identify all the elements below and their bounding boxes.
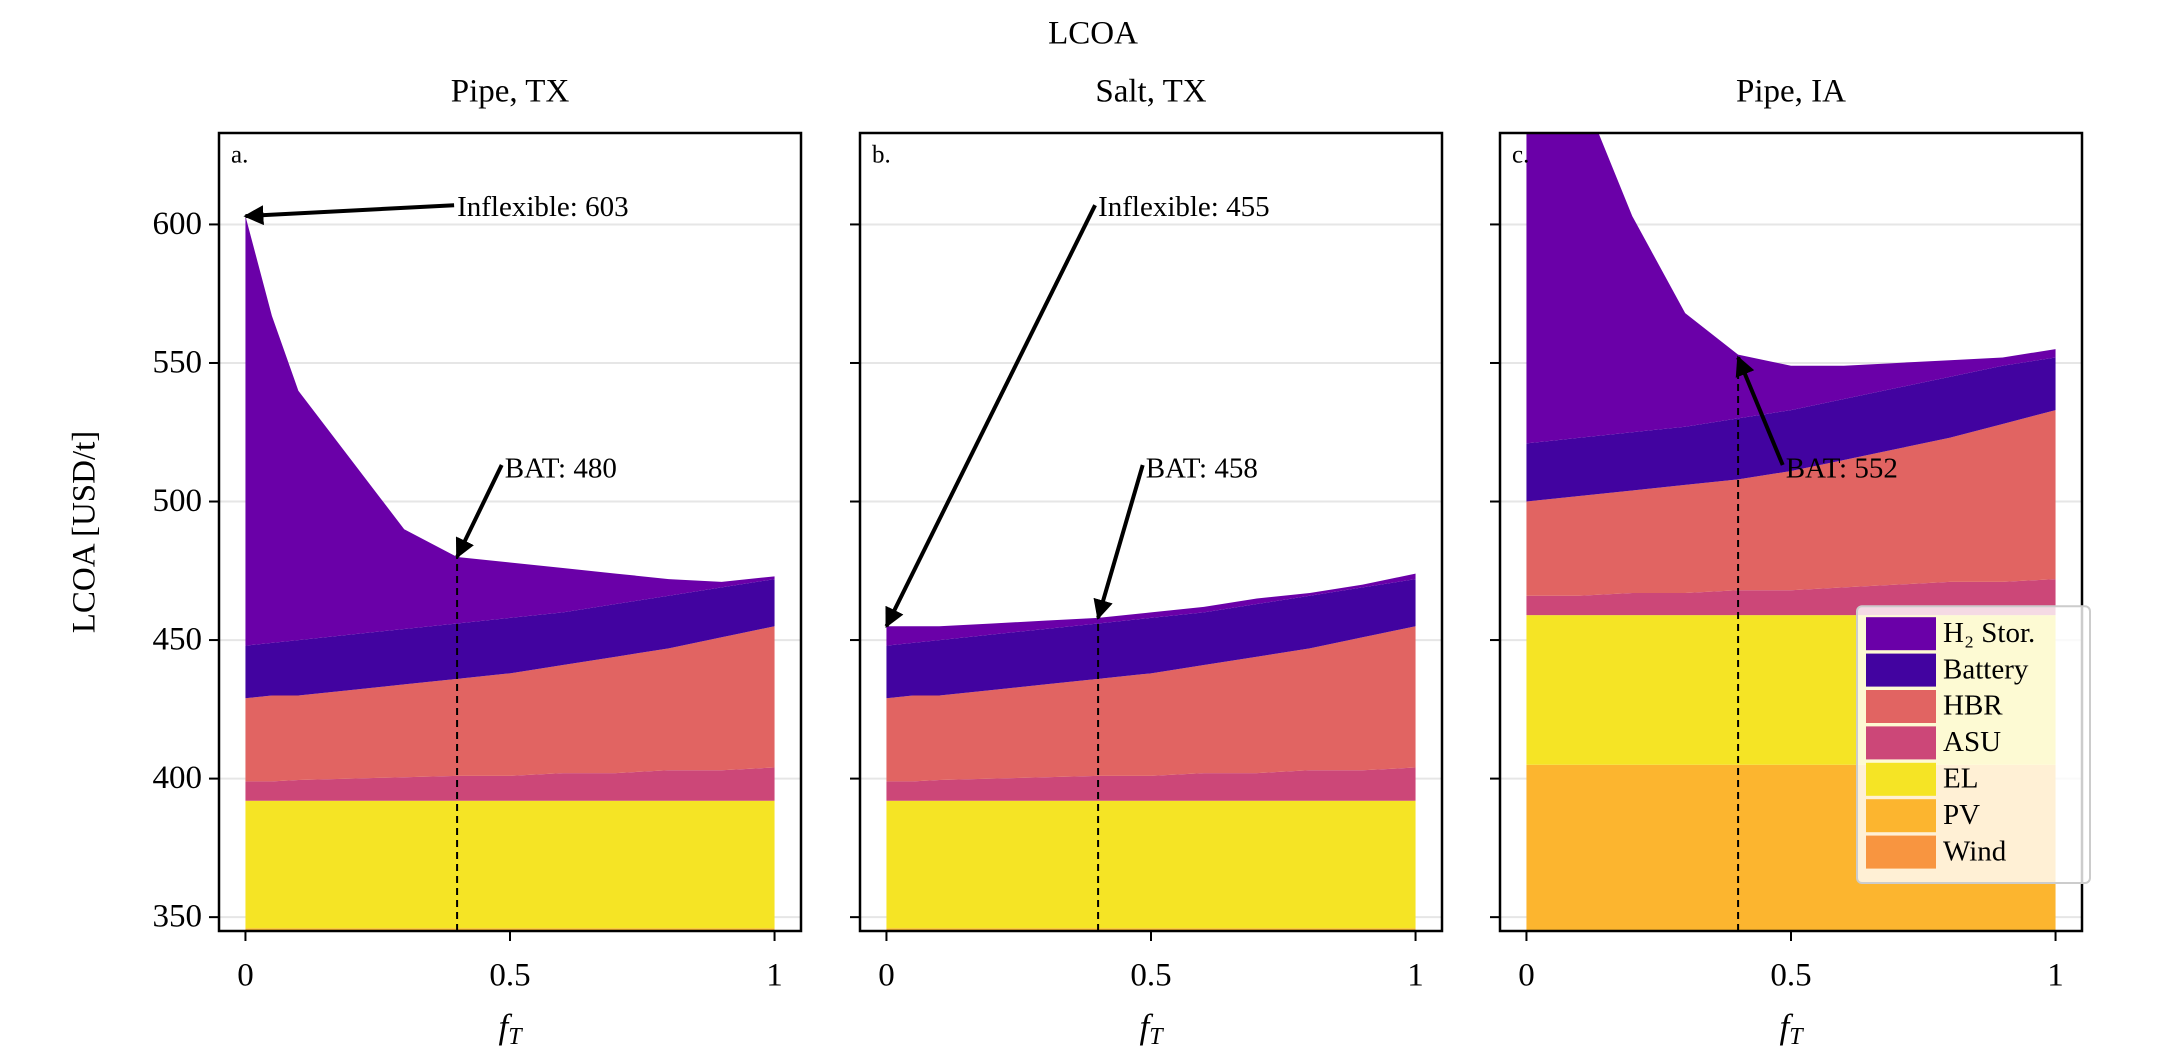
axes-frame [1498, 131, 2084, 933]
panel-label: b. [872, 142, 891, 169]
x-tick-label: 0 [237, 958, 254, 994]
annotation-text: Inflexible: 455 [1098, 191, 1270, 223]
y-tick-label: 350 [153, 899, 203, 935]
legend-label: ASU [1943, 726, 2001, 758]
legend-swatch [1866, 653, 1936, 687]
legend-swatch [1866, 799, 1936, 833]
x-tick-label: 0.5 [1130, 958, 1171, 994]
plot-area [1526, 133, 2056, 931]
y-tick-label: 400 [153, 760, 203, 796]
legend-swatch [1866, 835, 1936, 869]
panel-label: c. [1512, 142, 1529, 169]
legend-label: HBR [1943, 690, 2003, 722]
panel-title: Pipe, IA [1736, 74, 1846, 110]
annotation-arrow [243, 203, 455, 226]
area-segment [1526, 133, 2056, 444]
x-axis-label: fT [1139, 1007, 1164, 1049]
annotation-arrow [884, 204, 1097, 629]
legend-swatch [1866, 617, 1936, 651]
plot-area [245, 216, 775, 931]
legend-label: H₂ Stor. [1943, 617, 2035, 649]
annotation-arrow [1093, 464, 1145, 620]
axes-frame [858, 131, 1444, 933]
panel-label: a. [231, 142, 248, 169]
area-segment [886, 579, 1416, 699]
figure-title: LCOA [1048, 16, 1138, 52]
panel-title: Salt, TX [1095, 74, 1206, 110]
x-tick-label: 0 [1518, 958, 1535, 994]
x-tick-label: 1 [2047, 958, 2064, 994]
annotation-text: BAT: 480 [505, 453, 617, 485]
x-tick-label: 0.5 [1770, 958, 1811, 994]
area-segment [886, 800, 1416, 929]
area-segment [245, 579, 775, 699]
legend-swatch [1866, 762, 1936, 796]
area-segment [1526, 357, 2056, 502]
panel-title: Pipe, TX [451, 74, 570, 110]
legend-label: Battery [1943, 653, 2029, 685]
area-segment [245, 216, 775, 646]
area-segment [245, 767, 775, 801]
x-tick-label: 1 [1407, 958, 1424, 994]
legend-label: EL [1943, 762, 1978, 794]
area-segment [886, 573, 1416, 646]
legend: H₂ Stor. Battery HBR ASU EL PV Wind [1856, 605, 2091, 884]
y-tick-label: 600 [153, 206, 203, 242]
area-segment [886, 767, 1416, 801]
y-tick-label: 450 [153, 622, 203, 658]
area-segment [886, 626, 1416, 782]
legend-swatch [1866, 726, 1936, 760]
x-tick-label: 0.5 [489, 958, 530, 994]
axes-frame [217, 131, 803, 933]
x-tick-label: 1 [766, 958, 783, 994]
annotation-text: BAT: 552 [1786, 453, 1898, 485]
area-segment [245, 800, 775, 929]
annotation-arrow [1735, 355, 1785, 466]
y-tick-label: 500 [153, 483, 203, 519]
x-axis-label: fT [1779, 1007, 1804, 1049]
legend-swatch [1866, 690, 1936, 723]
annotation-text: Inflexible: 603 [457, 191, 629, 223]
y-axis-label: LCOA [USD/t] [67, 431, 103, 634]
x-axis-label: fT [498, 1007, 523, 1049]
legend-label: Wind [1943, 835, 2007, 867]
y-tick-label: 550 [153, 345, 203, 381]
plot-area [886, 573, 1416, 931]
area-segment [1526, 410, 2056, 596]
area-segment [245, 626, 775, 782]
annotation-arrow [455, 464, 504, 559]
annotation-text: BAT: 458 [1146, 453, 1258, 485]
legend-label: PV [1943, 799, 1980, 831]
x-tick-label: 0 [878, 958, 895, 994]
